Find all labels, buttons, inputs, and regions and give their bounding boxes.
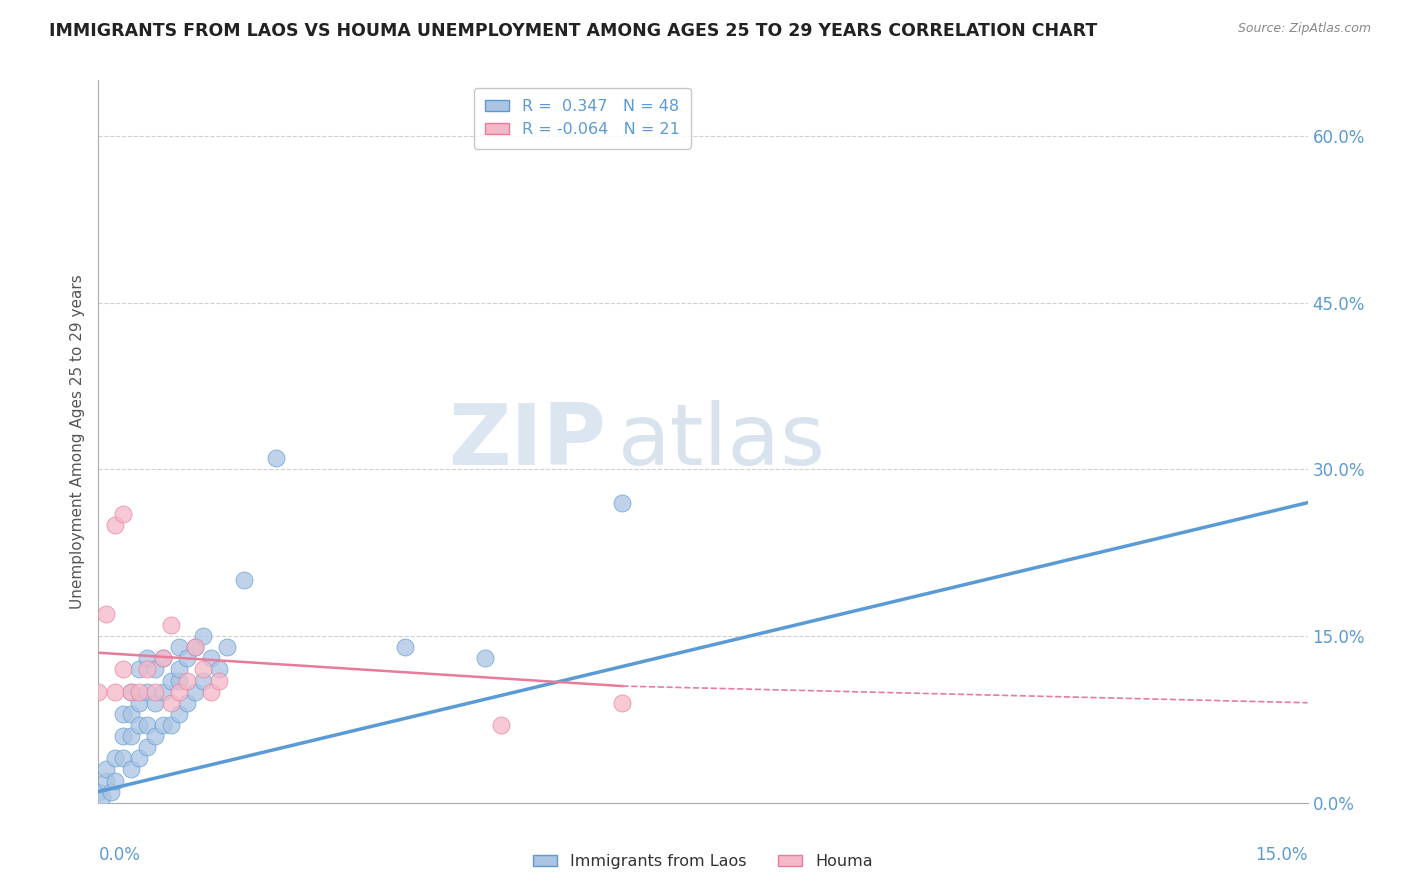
Point xyxy=(96,607,118,621)
Point xyxy=(128,684,150,698)
Text: 0.0%: 0.0% xyxy=(98,847,141,864)
Point xyxy=(167,662,190,676)
Text: 15.0%: 15.0% xyxy=(1256,847,1308,864)
Point xyxy=(152,684,174,698)
Point xyxy=(135,718,157,732)
Point xyxy=(160,718,183,732)
Point xyxy=(264,451,287,466)
Text: ZIP: ZIP xyxy=(449,400,606,483)
Point xyxy=(152,718,174,732)
Point xyxy=(103,773,125,788)
Point xyxy=(193,629,215,643)
Point xyxy=(103,684,125,698)
Point xyxy=(120,684,142,698)
Point xyxy=(120,729,142,743)
Point xyxy=(128,696,150,710)
Point xyxy=(152,651,174,665)
Point xyxy=(167,640,190,655)
Text: Source: ZipAtlas.com: Source: ZipAtlas.com xyxy=(1237,22,1371,36)
Point xyxy=(184,640,207,655)
Y-axis label: Unemployment Among Ages 25 to 29 years: Unemployment Among Ages 25 to 29 years xyxy=(69,274,84,609)
Point xyxy=(612,696,634,710)
Point xyxy=(143,684,166,698)
Point xyxy=(152,651,174,665)
Point xyxy=(160,673,183,688)
Point xyxy=(208,662,231,676)
Point xyxy=(103,517,125,532)
Point xyxy=(208,673,231,688)
Point xyxy=(87,684,110,698)
Point xyxy=(111,662,134,676)
Point xyxy=(200,651,222,665)
Point xyxy=(135,740,157,755)
Point xyxy=(128,662,150,676)
Point xyxy=(111,729,134,743)
Point xyxy=(184,640,207,655)
Point xyxy=(120,706,142,721)
Point xyxy=(111,507,134,521)
Point xyxy=(193,673,215,688)
Point xyxy=(184,684,207,698)
Point xyxy=(96,763,118,777)
Point xyxy=(135,662,157,676)
Point xyxy=(100,785,122,799)
Point xyxy=(232,574,254,588)
Point xyxy=(135,651,157,665)
Point xyxy=(394,640,416,655)
Point xyxy=(87,785,110,799)
Point xyxy=(217,640,239,655)
Point xyxy=(176,651,198,665)
Point xyxy=(103,751,125,765)
Point xyxy=(91,790,114,805)
Point xyxy=(128,751,150,765)
Point xyxy=(160,618,183,632)
Point xyxy=(143,696,166,710)
Legend: R =  0.347   N = 48, R = -0.064   N = 21: R = 0.347 N = 48, R = -0.064 N = 21 xyxy=(474,88,690,149)
Point xyxy=(176,673,198,688)
Point xyxy=(111,706,134,721)
Point xyxy=(96,773,118,788)
Point xyxy=(128,718,150,732)
Point xyxy=(474,651,496,665)
Point xyxy=(120,684,142,698)
Point xyxy=(120,763,142,777)
Point xyxy=(193,662,215,676)
Text: IMMIGRANTS FROM LAOS VS HOUMA UNEMPLOYMENT AMONG AGES 25 TO 29 YEARS CORRELATION: IMMIGRANTS FROM LAOS VS HOUMA UNEMPLOYME… xyxy=(49,22,1098,40)
Point xyxy=(160,696,183,710)
Point xyxy=(167,684,190,698)
Point xyxy=(143,662,166,676)
Point xyxy=(167,706,190,721)
Point xyxy=(176,696,198,710)
Point xyxy=(200,684,222,698)
Text: atlas: atlas xyxy=(619,400,827,483)
Point xyxy=(612,496,634,510)
Point xyxy=(135,684,157,698)
Point xyxy=(111,751,134,765)
Point xyxy=(143,729,166,743)
Point xyxy=(167,673,190,688)
Legend: Immigrants from Laos, Houma: Immigrants from Laos, Houma xyxy=(527,847,879,875)
Point xyxy=(491,718,513,732)
